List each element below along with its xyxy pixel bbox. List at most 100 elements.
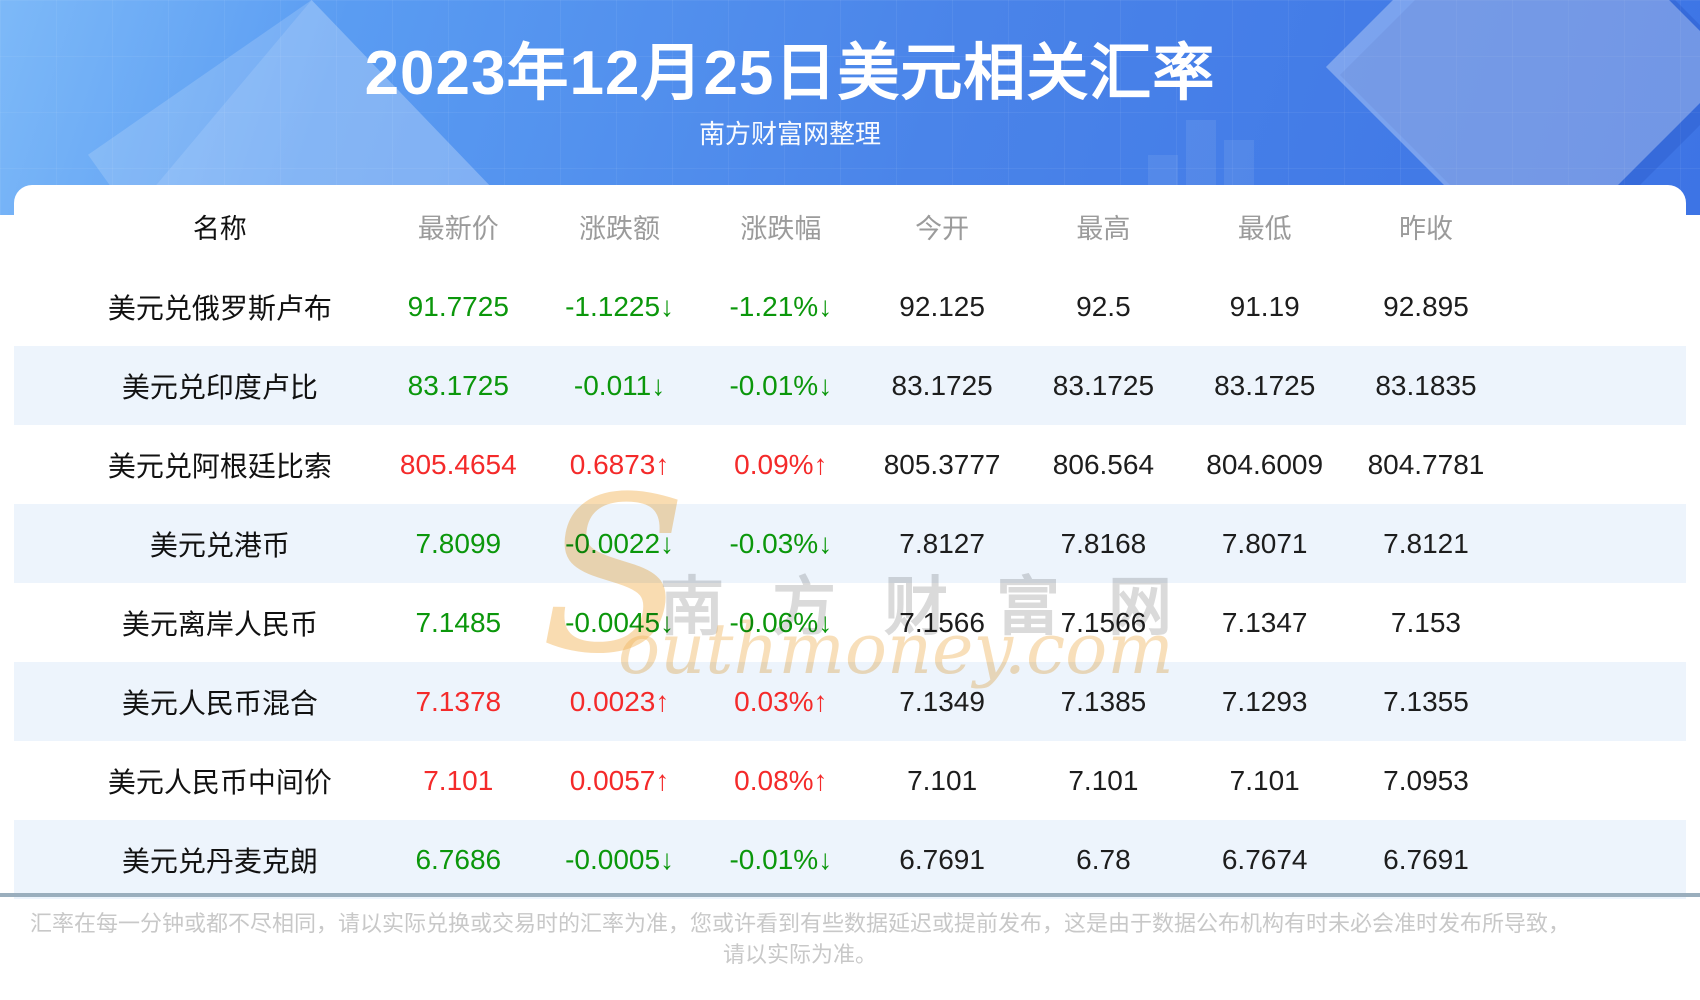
cell-spacer — [1507, 662, 1686, 741]
cell-prev-close: 83.1835 — [1375, 369, 1477, 401]
cell-high: 83.1725 — [1052, 369, 1155, 401]
cell-low: 7.101 — [1229, 764, 1300, 796]
cell-prev-close: 92.895 — [1383, 290, 1469, 322]
cell-open: 92.125 — [899, 290, 985, 322]
table-row: 美元人民币中间价 7.101 0.0057↑ 0.08%↑ 7.101 7.10… — [14, 741, 1686, 820]
cell-high: 7.101 — [1068, 764, 1139, 796]
rates-table: 名称 最新价 涨跌额 涨跌幅 今开 最高 最低 昨收 美元兑俄罗斯卢布 91.7… — [14, 185, 1686, 899]
table-row: 美元兑丹麦克朗 6.7686 -0.0005↓ -0.01%↓ 6.7691 6… — [14, 820, 1686, 899]
cell-high: 92.5 — [1076, 290, 1131, 322]
cell-prev-close: 804.7781 — [1367, 448, 1485, 480]
cell-change-pct: 0.03%↑ — [734, 685, 828, 717]
cell-pair-name: 美元兑丹麦克朗 — [121, 845, 318, 877]
cell-change-pct: 0.08%↑ — [734, 764, 828, 796]
cell-change: 0.6873↑ — [569, 448, 670, 480]
cell-prev-close: 6.7691 — [1383, 843, 1469, 875]
cell-latest: 805.4654 — [399, 448, 517, 480]
cell-change: -0.0022↓ — [565, 527, 675, 559]
cell-high: 7.1385 — [1060, 685, 1147, 717]
cell-prev-close: 7.1355 — [1383, 685, 1469, 717]
table-row: 美元兑阿根廷比索 805.4654 0.6873↑ 0.09%↑ 805.377… — [14, 425, 1686, 504]
page-subtitle: 南方财富网整理 — [698, 119, 881, 149]
cell-open: 7.101 — [907, 764, 978, 796]
cell-pair-name: 美元人民币中间价 — [107, 766, 332, 798]
cell-latest: 91.7725 — [407, 290, 509, 322]
cell-change-pct: -0.06%↓ — [729, 606, 833, 638]
cell-pair-name: 美元人民币混合 — [121, 687, 318, 719]
cell-prev-close: 7.153 — [1390, 606, 1461, 638]
cell-open: 7.8127 — [899, 527, 985, 559]
column-header-low: 最低 — [1237, 213, 1292, 244]
cell-spacer — [1507, 583, 1686, 662]
column-header-open: 今开 — [915, 213, 970, 244]
cell-change-pct: -0.01%↓ — [729, 843, 833, 875]
table-header-row: 名称 最新价 涨跌额 涨跌幅 今开 最高 最低 昨收 — [14, 185, 1686, 267]
column-header-prev-close: 昨收 — [1398, 213, 1453, 244]
cell-change: -0.0005↓ — [565, 843, 675, 875]
table-row: 美元离岸人民币 7.1485 -0.0045↓ -0.06%↓ 7.1566 7… — [14, 583, 1686, 662]
cell-high: 7.1566 — [1060, 606, 1147, 638]
cell-spacer — [1507, 820, 1686, 899]
cell-open: 805.3777 — [883, 448, 1001, 480]
hero-grid-pattern — [0, 0, 1700, 215]
table-row: 美元人民币混合 7.1378 0.0023↑ 0.03%↑ 7.1349 7.1… — [14, 662, 1686, 741]
cell-low: 91.19 — [1229, 290, 1300, 322]
cell-change: -0.011↓ — [573, 369, 666, 401]
cell-change: 0.0057↑ — [569, 764, 670, 796]
cell-latest: 7.1378 — [415, 685, 502, 717]
cell-change-pct: -0.03%↓ — [729, 527, 833, 559]
cell-change-pct: -1.21%↓ — [729, 290, 833, 322]
cell-low: 83.1725 — [1214, 369, 1316, 401]
column-header-change-pct: 涨跌幅 — [740, 213, 822, 244]
cell-open: 83.1725 — [891, 369, 993, 401]
cell-spacer — [1507, 741, 1686, 820]
cell-high: 7.8168 — [1060, 527, 1147, 559]
cell-high: 806.564 — [1052, 448, 1155, 480]
disclaimer-text: 汇率在每一分钟或都不尽相同，请以实际兑换或交易时的汇率为准，您或许看到有些数据延… — [20, 908, 1580, 970]
cell-latest: 7.1485 — [415, 606, 502, 638]
column-header-high: 最高 — [1076, 213, 1131, 244]
cell-low: 7.8071 — [1221, 527, 1308, 559]
cell-change-pct: 0.09%↑ — [734, 448, 828, 480]
cell-open: 6.7691 — [899, 843, 985, 875]
table-row: 美元兑俄罗斯卢布 91.7725 -1.1225↓ -1.21%↓ 92.125… — [14, 267, 1686, 346]
cell-spacer — [1507, 425, 1686, 504]
cell-low: 7.1347 — [1221, 606, 1308, 638]
column-header-spacer — [1507, 185, 1686, 267]
column-header-latest: 最新价 — [417, 213, 499, 244]
column-header-name: 名称 — [192, 213, 247, 244]
cell-latest: 7.8099 — [415, 527, 502, 559]
cell-prev-close: 7.0953 — [1383, 764, 1469, 796]
cell-open: 7.1566 — [899, 606, 985, 638]
cell-low: 7.1293 — [1221, 685, 1308, 717]
cell-spacer — [1507, 346, 1686, 425]
table-row: 美元兑港币 7.8099 -0.0022↓ -0.03%↓ 7.8127 7.8… — [14, 504, 1686, 583]
footer-divider — [0, 893, 1700, 897]
cell-pair-name: 美元离岸人民币 — [121, 608, 318, 640]
cell-latest: 83.1725 — [407, 369, 509, 401]
cell-low: 6.7674 — [1221, 843, 1308, 875]
cell-latest: 6.7686 — [415, 843, 502, 875]
cell-high: 6.78 — [1076, 843, 1131, 875]
cell-latest: 7.101 — [423, 764, 494, 796]
cell-pair-name: 美元兑印度卢比 — [121, 371, 318, 403]
page-title: 2023年12月25日美元相关汇率 — [364, 39, 1216, 108]
cell-low: 804.6009 — [1206, 448, 1324, 480]
cell-pair-name: 美元兑港币 — [149, 529, 290, 561]
cell-spacer — [1507, 504, 1686, 583]
cell-spacer — [1507, 267, 1686, 346]
table-row: 美元兑印度卢比 83.1725 -0.011↓ -0.01%↓ 83.1725 … — [14, 346, 1686, 425]
cell-change: -0.0045↓ — [565, 606, 675, 638]
cell-change-pct: -0.01%↓ — [729, 369, 833, 401]
cell-change: 0.0023↑ — [569, 685, 670, 717]
hero-banner: 2023年12月25日美元相关汇率 南方财富网整理 — [0, 0, 1700, 215]
column-header-change: 涨跌额 — [579, 213, 661, 244]
rates-table-panel: 名称 最新价 涨跌额 涨跌幅 今开 最高 最低 昨收 美元兑俄罗斯卢布 91.7… — [14, 185, 1686, 899]
cell-open: 7.1349 — [899, 685, 985, 717]
cell-prev-close: 7.8121 — [1383, 527, 1469, 559]
cell-pair-name: 美元兑俄罗斯卢布 — [107, 292, 332, 324]
cell-change: -1.1225↓ — [565, 290, 675, 322]
disclaimer-line-2: 请以实际为准。 — [722, 942, 877, 967]
disclaimer-line-1: 汇率在每一分钟或都不尽相同，请以实际兑换或交易时的汇率为准，您或许看到有些数据延… — [29, 911, 1570, 936]
cell-pair-name: 美元兑阿根廷比索 — [107, 450, 332, 482]
